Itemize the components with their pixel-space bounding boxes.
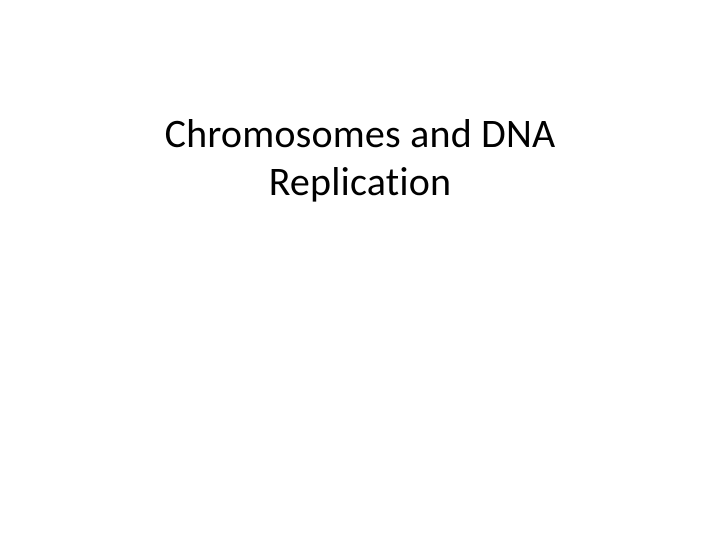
title-line-2: Replication	[269, 157, 452, 206]
slide: Chromosomes and DNA Replication	[0, 0, 720, 540]
title-line-1: Chromosomes and DNA	[165, 109, 556, 158]
slide-title: Chromosomes and DNA Replication	[0, 110, 720, 206]
